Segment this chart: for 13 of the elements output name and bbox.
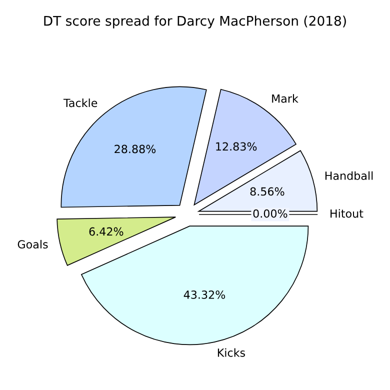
slice-label: Tackle (63, 98, 98, 108)
chart-title: DT score spread for Darcy MacPherson (2018) (44, 16, 346, 28)
data-label: 12.83% (216, 142, 257, 151)
data-label: 6.42% (89, 227, 124, 236)
category-label: Hitout (330, 209, 364, 218)
data-label: 8.56% (250, 187, 284, 196)
slice-label: Handball (325, 171, 373, 180)
slice-label: Kicks (218, 348, 246, 357)
text: 0.00% (253, 209, 288, 218)
data-label: 43.32% (184, 290, 226, 299)
slice-label: Goals (18, 240, 48, 249)
data-label: 28.88% (114, 144, 156, 154)
slice-label: Mark (272, 94, 298, 103)
